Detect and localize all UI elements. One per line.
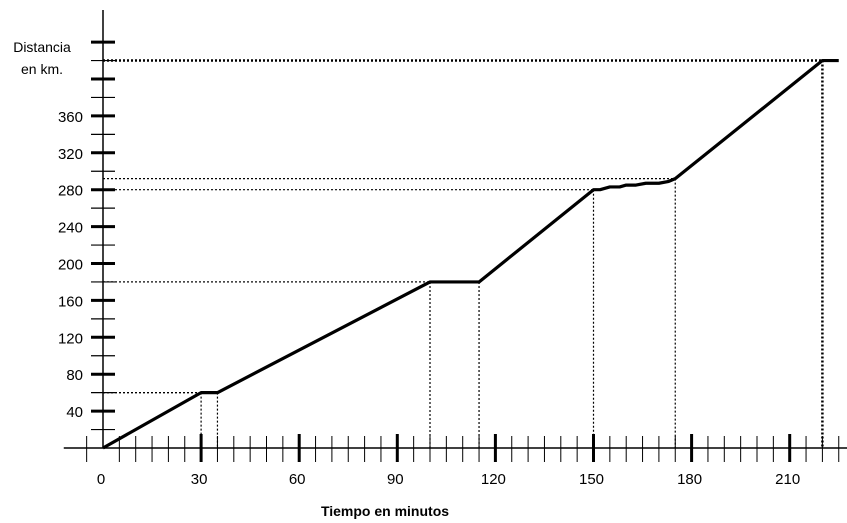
x-tick-label: 210 — [775, 471, 800, 488]
ticks — [86, 40, 840, 462]
y-tick-label: 40 — [66, 404, 83, 421]
axes — [63, 10, 847, 449]
x-tick-label: 90 — [387, 471, 404, 488]
y-tick-label: 240 — [58, 220, 83, 237]
y-tick-label: 360 — [58, 109, 83, 126]
series-group — [102, 58, 839, 450]
x-tick-label: 120 — [481, 471, 506, 488]
x-tick-label: 60 — [289, 471, 306, 488]
y-tick-label: 120 — [58, 330, 83, 347]
reference-lines — [103, 59, 824, 448]
y-axis-title-line-1: Distancia — [13, 39, 71, 55]
x-axis-title: Tiempo en minutos — [321, 503, 449, 519]
y-tick-label: 160 — [58, 293, 83, 310]
x-tick-label: 30 — [191, 471, 208, 488]
x-tick-label: 150 — [579, 471, 604, 488]
y-tick-label: 280 — [58, 183, 83, 200]
x-tick-label: 180 — [677, 471, 702, 488]
tick-labels: 0 30 60 90 120 150 180 210 40 80 120 160 200 240 280 32… — [58, 109, 800, 488]
series-line — [102, 58, 839, 450]
y-axis-title-line-2: en km. — [21, 61, 63, 77]
y-tick-label: 200 — [58, 257, 83, 274]
y-tick-label: 80 — [66, 367, 83, 384]
x-tick-label: 0 — [97, 471, 105, 488]
y-tick-label: 320 — [58, 146, 83, 163]
